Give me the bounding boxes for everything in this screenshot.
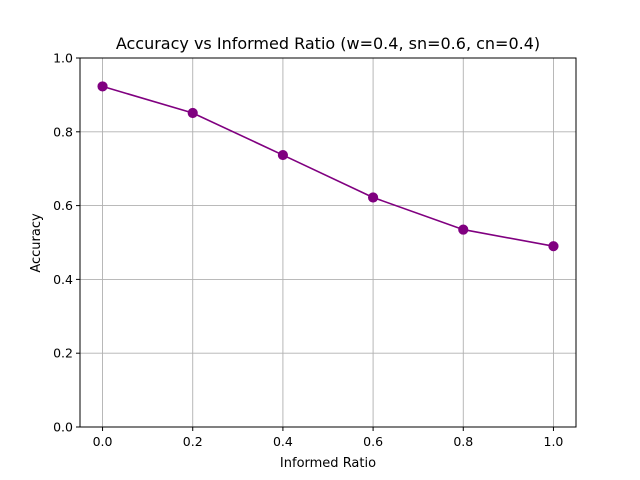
x-tick-label-3: 0.6 [363, 434, 383, 449]
data-point-0-4 [458, 224, 469, 235]
y-tick-label-0: 0.0 [53, 420, 73, 435]
chart-title: Accuracy vs Informed Ratio (w=0.4, sn=0.… [116, 34, 540, 53]
y-tick-label-4: 0.8 [53, 124, 73, 139]
x-tick-label-5: 1.0 [544, 434, 564, 449]
plot-frame [79, 57, 577, 428]
data-point-0-3 [367, 192, 379, 203]
grid [80, 57, 576, 428]
series [97, 81, 559, 252]
x-tick-label-0: 0.0 [93, 434, 113, 449]
y-tick-label-2: 0.4 [53, 272, 73, 287]
axes [79, 57, 577, 428]
x-axis-label: Informed Ratio [280, 456, 376, 471]
series-line-0 [102, 85, 554, 247]
y-axis-label: Accuracy [29, 213, 44, 273]
y-tick-label-1: 0.2 [53, 346, 73, 361]
y-tick-label-3: 0.6 [53, 198, 73, 213]
x-tick-label-2: 0.4 [273, 434, 293, 449]
data-point-0-1 [187, 107, 198, 119]
data-point-0-5 [548, 241, 559, 252]
x-tick-label-1: 0.2 [183, 434, 203, 449]
ticks: 0.0 0.2 0.4 0.6 0.8 1.0 0.0 0.2 0.4 0.6 0.8 1.0 [53, 51, 563, 450]
y-tick-label-5: 1.0 [53, 51, 73, 66]
data-point-0-2 [277, 149, 289, 161]
x-tick-label-4: 0.8 [453, 434, 473, 449]
data-point-0-0 [97, 81, 108, 92]
